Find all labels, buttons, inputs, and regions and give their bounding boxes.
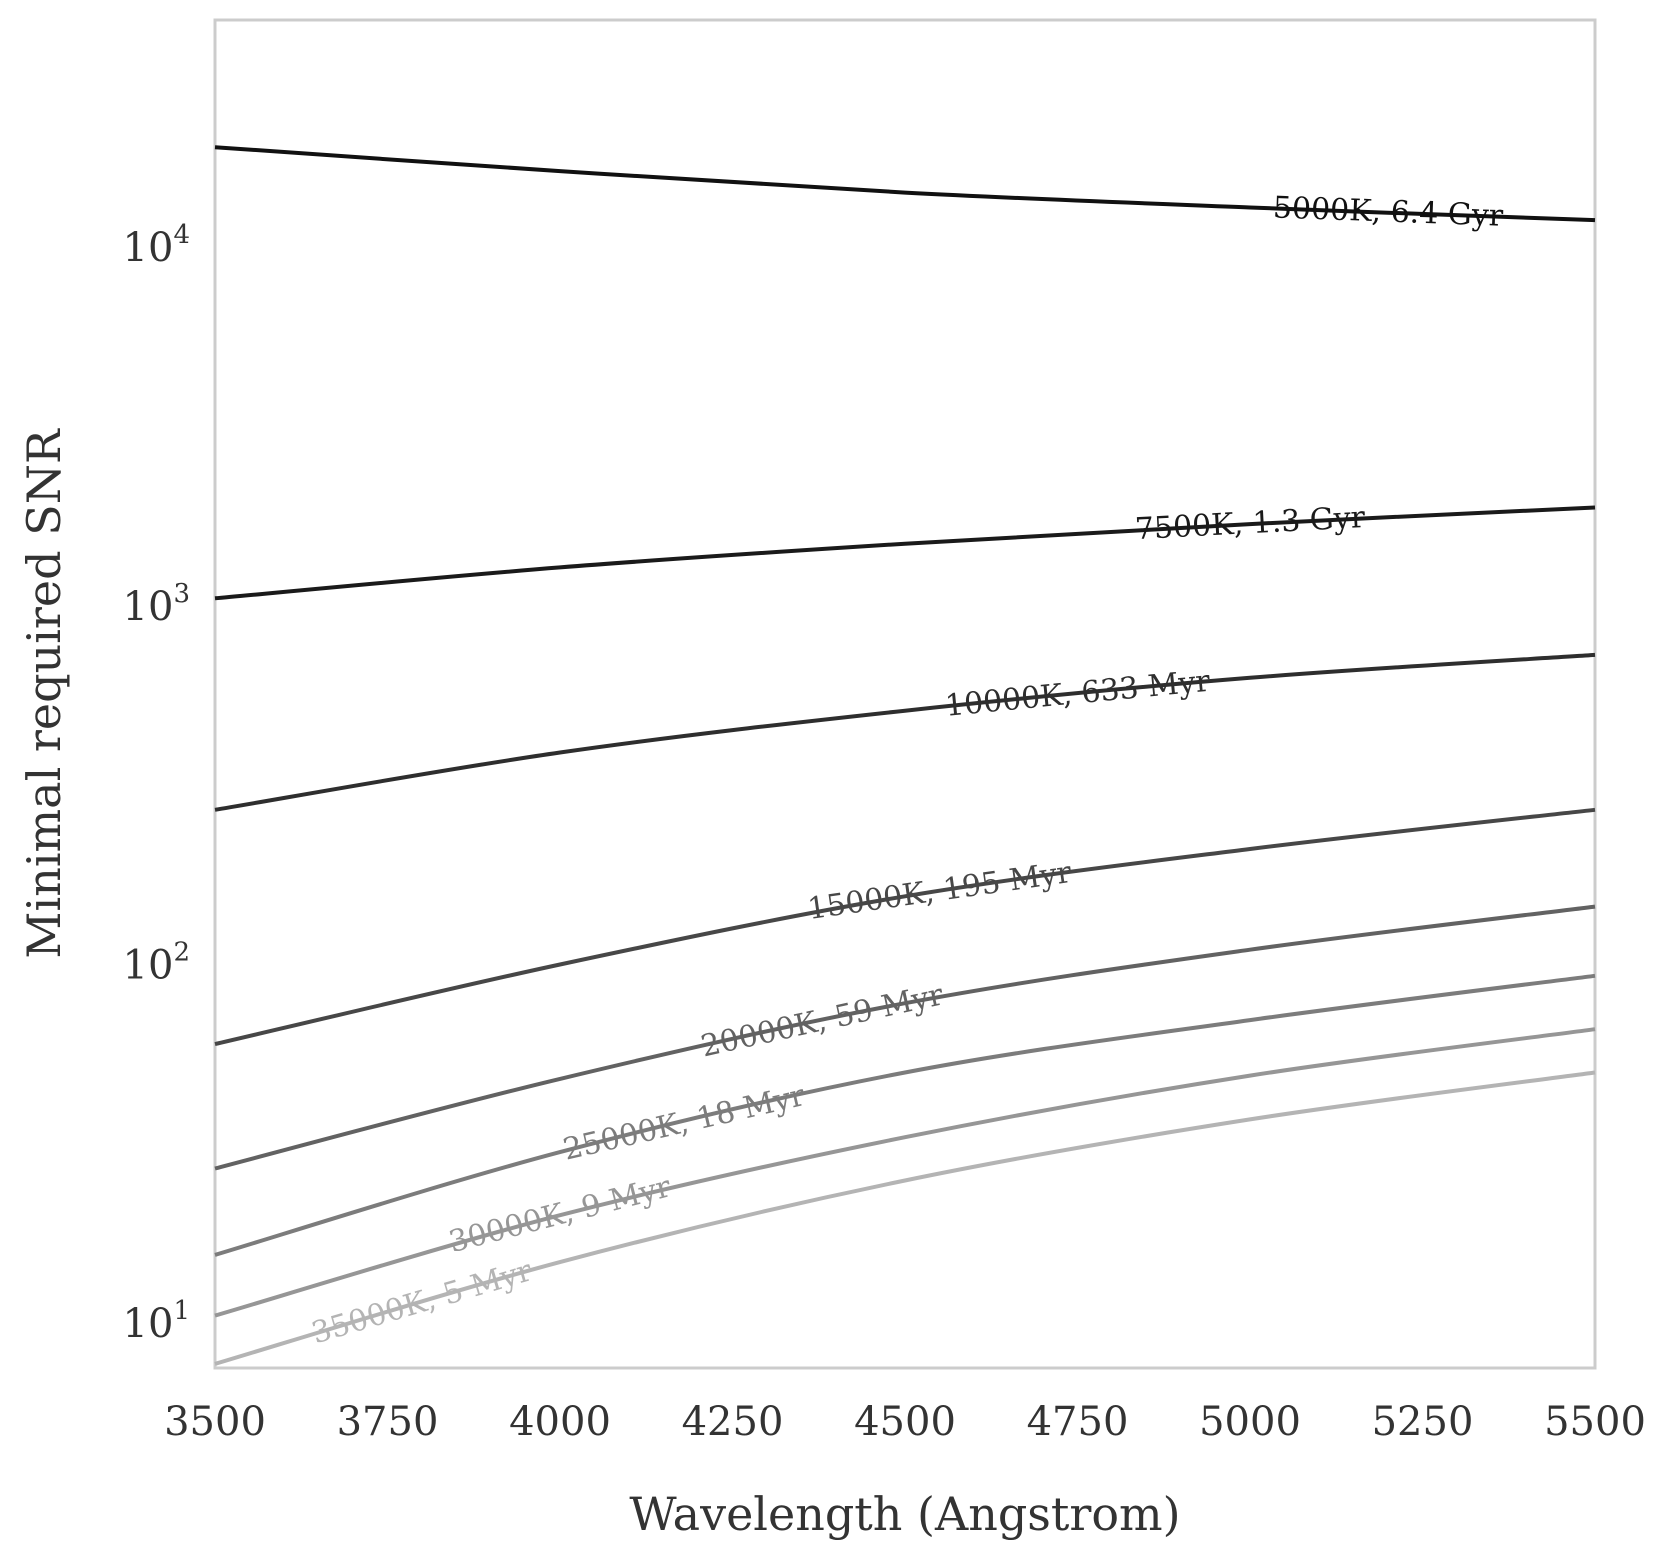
x-tick-label-1: 3750 — [337, 1399, 439, 1445]
series-line-2 — [214, 652, 1596, 812]
x-tick-label-4: 4500 — [854, 1399, 956, 1445]
series-line-5 — [214, 973, 1596, 1257]
x-tick-label-2: 4000 — [509, 1399, 611, 1445]
y-tick-label-1: 102 — [123, 938, 190, 989]
y-axis-ticks: 101 102 103 104 — [123, 220, 190, 1347]
y-tick-label-3: 104 — [123, 220, 190, 271]
series-lines — [214, 145, 1596, 1366]
y-tick-label-2: 103 — [123, 579, 190, 630]
y-axis-title: Minimal required SNR — [17, 428, 71, 959]
x-tick-label-8: 5500 — [1544, 1399, 1646, 1445]
series-label-0: 5000K, 6.4 Gyr — [1272, 190, 1504, 233]
series-line-3 — [214, 807, 1596, 1047]
series-line-0 — [214, 145, 1596, 223]
x-axis-ticks: 3500 3750 4000 4250 4500 4750 5000 5250 5500 — [164, 1399, 1646, 1445]
series-line-4 — [214, 904, 1596, 1171]
plot-area — [213, 18, 1597, 1370]
x-tick-label-6: 5000 — [1199, 1399, 1301, 1445]
y-tick-label-0: 101 — [123, 1296, 190, 1347]
series-line-7 — [214, 1070, 1596, 1366]
x-axis-title: Wavelength (Angstrom) — [629, 1487, 1180, 1541]
x-tick-label-5: 4750 — [1027, 1399, 1129, 1445]
series-line-1 — [214, 505, 1596, 601]
series-line-6 — [214, 1027, 1596, 1318]
x-tick-label-7: 5250 — [1372, 1399, 1474, 1445]
x-tick-label-0: 3500 — [164, 1399, 266, 1445]
x-tick-label-3: 4250 — [682, 1399, 784, 1445]
